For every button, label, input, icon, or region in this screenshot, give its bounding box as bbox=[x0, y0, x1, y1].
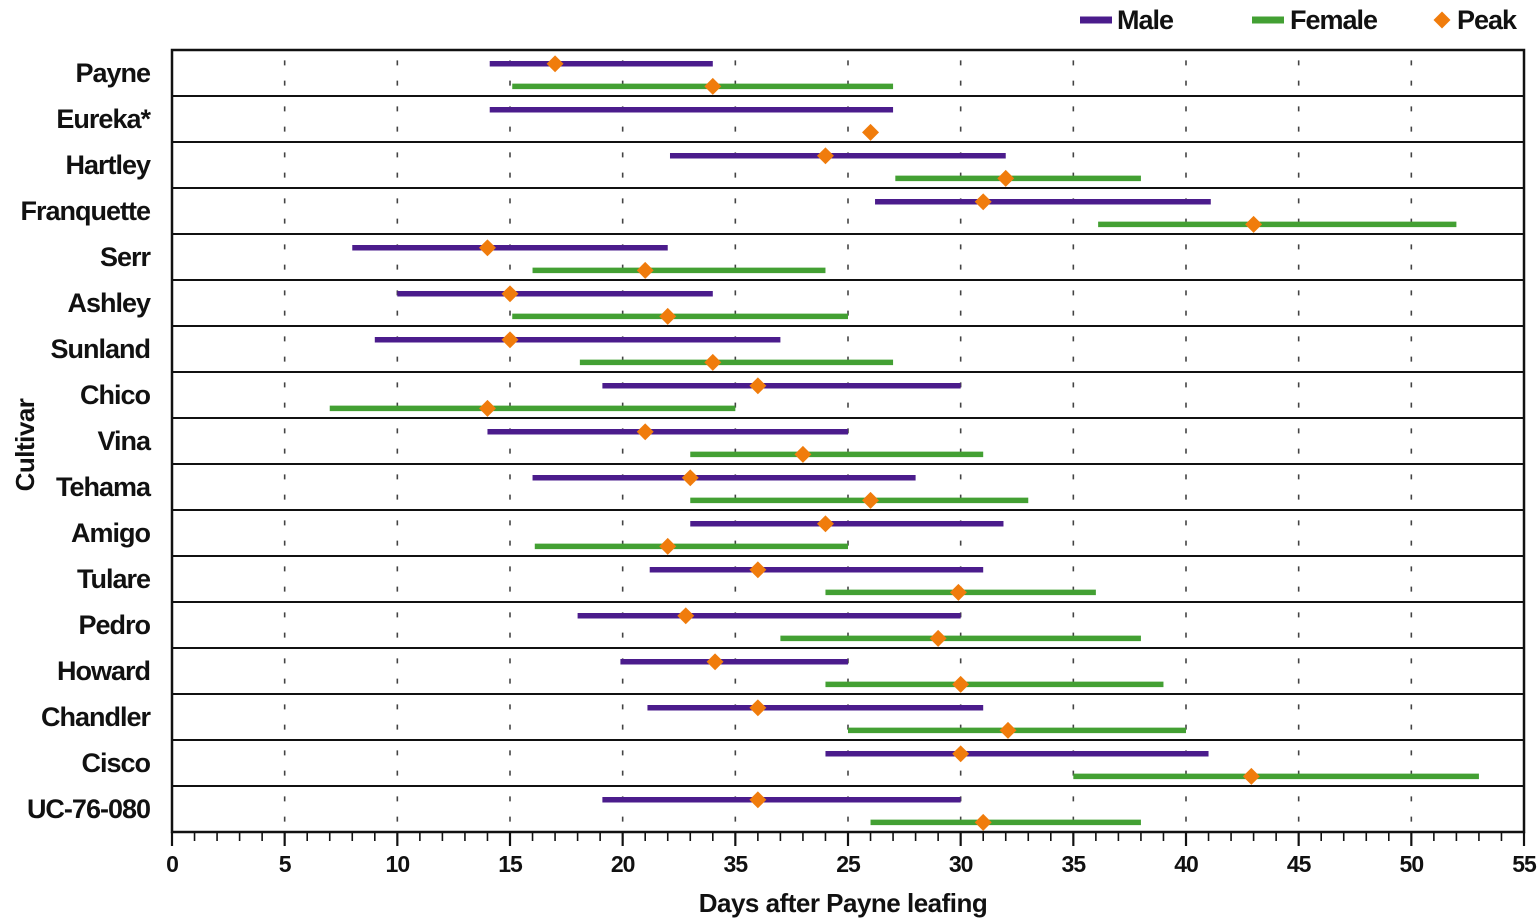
y-axis-title: Cultivar bbox=[10, 398, 40, 491]
female-peak-marker bbox=[659, 307, 677, 325]
plot-area bbox=[170, 48, 1526, 834]
category-label: Payne bbox=[75, 58, 151, 88]
legend-male-label: Male bbox=[1117, 5, 1174, 35]
category-label: Chico bbox=[80, 380, 151, 410]
female-peak-marker bbox=[952, 675, 970, 693]
category-label: Serr bbox=[100, 242, 152, 272]
male-peak-marker bbox=[749, 561, 767, 579]
male-peak-marker bbox=[749, 377, 767, 395]
female-peak-marker bbox=[997, 169, 1015, 187]
male-peak-marker bbox=[681, 469, 699, 487]
row-dividers bbox=[172, 95, 1524, 787]
x-tick-label: 0 bbox=[166, 851, 178, 877]
category-label: Cisco bbox=[81, 748, 150, 778]
category-label: Tehama bbox=[56, 472, 152, 502]
female-peak-marker bbox=[636, 261, 654, 279]
male-peak-marker bbox=[636, 423, 654, 441]
female-peak-marker bbox=[862, 491, 880, 509]
female-peak-marker bbox=[704, 77, 722, 95]
x-tick-label: 5 bbox=[279, 851, 292, 877]
x-tick-label: 40 bbox=[1174, 851, 1198, 877]
x-tick-label: 25 bbox=[836, 851, 861, 877]
female-peak-marker bbox=[659, 537, 677, 555]
male-peak-marker bbox=[677, 607, 695, 625]
category-label: Howard bbox=[57, 656, 150, 686]
female-peak-marker bbox=[704, 353, 722, 371]
x-axis-title: Days after Payne leafing bbox=[699, 888, 988, 918]
x-axis: 05101520352530354045505560 bbox=[166, 832, 1538, 877]
male-peak-marker bbox=[546, 55, 564, 73]
female-peak-marker bbox=[929, 629, 947, 647]
category-label: Franquette bbox=[20, 196, 150, 226]
x-tick-label: 20 bbox=[611, 851, 635, 877]
x-tick-label: 35 bbox=[1062, 851, 1087, 877]
legend-peak-marker bbox=[1433, 11, 1451, 29]
female-peak-marker bbox=[862, 123, 880, 141]
female-peak-marker bbox=[478, 399, 496, 417]
x-tick-label: 50 bbox=[1400, 851, 1424, 877]
female-peak-marker bbox=[1242, 767, 1260, 785]
peak-markers bbox=[478, 55, 1263, 831]
male-peak-marker bbox=[816, 515, 834, 533]
female-peak-marker bbox=[974, 813, 992, 831]
plot-frame bbox=[170, 48, 1526, 834]
category-label: Eureka* bbox=[56, 104, 151, 134]
x-tick-label: 55 bbox=[1512, 851, 1537, 877]
male-peak-marker bbox=[501, 331, 519, 349]
male-peak-marker bbox=[974, 193, 992, 211]
male-peak-marker bbox=[706, 653, 724, 671]
x-tick-label: 45 bbox=[1287, 851, 1312, 877]
female-peak-marker bbox=[794, 445, 812, 463]
category-label: Vina bbox=[97, 426, 152, 456]
category-label: Pedro bbox=[78, 610, 150, 640]
legend-female-label: Female bbox=[1290, 5, 1378, 35]
category-label: Sunland bbox=[51, 334, 151, 364]
female-peak-marker bbox=[999, 721, 1017, 739]
male-peak-marker bbox=[952, 745, 970, 763]
category-label: Hartley bbox=[65, 150, 151, 180]
male-peak-marker bbox=[478, 239, 496, 257]
x-tick-label: 15 bbox=[498, 851, 523, 877]
legend: Male Female Peak bbox=[1080, 5, 1519, 35]
male-peak-marker bbox=[816, 147, 834, 165]
x-tick-label: 35 bbox=[724, 851, 749, 877]
male-peak-marker bbox=[501, 285, 519, 303]
category-label: Ashley bbox=[67, 288, 151, 318]
female-peak-marker bbox=[949, 583, 967, 601]
category-label: Chandler bbox=[41, 702, 152, 732]
x-tick-label: 30 bbox=[949, 851, 973, 877]
male-peak-marker bbox=[749, 699, 767, 717]
range-bars bbox=[329, 61, 1479, 826]
category-labels: Payne Eureka* Hartley Franquette Serr Ashley S… bbox=[20, 58, 152, 824]
legend-peak-label: Peak bbox=[1457, 5, 1518, 35]
male-peak-marker bbox=[749, 791, 767, 809]
x-tick-label: 10 bbox=[386, 851, 410, 877]
category-label: UC-76-080 bbox=[27, 794, 150, 824]
category-label: Tulare bbox=[77, 564, 151, 594]
category-label: Amigo bbox=[71, 518, 151, 548]
